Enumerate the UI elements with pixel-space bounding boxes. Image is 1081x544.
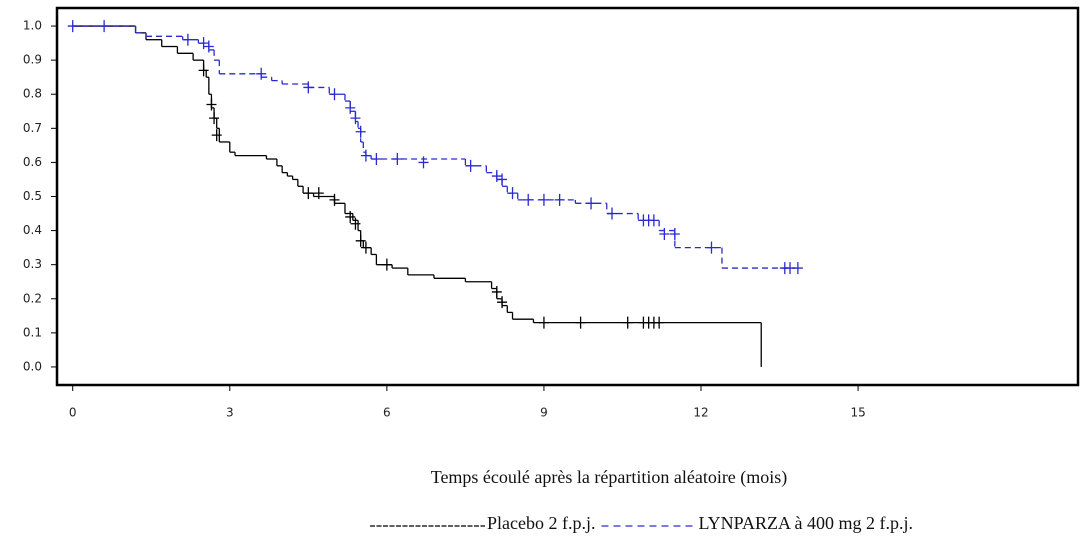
x-axis-label: Temps écoulé après la répartition aléato… — [431, 467, 788, 488]
censor-mark — [465, 159, 476, 172]
censor-mark — [381, 258, 392, 271]
censor-mark — [497, 173, 508, 186]
legend-label: LYNPARZA à 400 mg 2 f.p.j. — [698, 513, 913, 533]
y-tick-label: 0.7 — [23, 121, 42, 135]
censor-mark — [654, 316, 665, 329]
x-tick-label: 6 — [383, 406, 391, 420]
x-tick-label: 0 — [69, 406, 77, 420]
y-tick-label: 0.3 — [23, 257, 42, 271]
censor-mark — [350, 112, 361, 125]
censor-mark — [198, 64, 209, 77]
censor-mark — [345, 210, 356, 223]
censor-mark — [360, 241, 371, 254]
y-tick-label: 0.4 — [23, 223, 42, 237]
y-tick-label: 1.0 — [23, 19, 42, 33]
y-tick-label: 0.5 — [23, 189, 42, 203]
censor-mark — [203, 40, 214, 53]
censor-mark — [350, 217, 361, 230]
y-tick-label: 0.9 — [23, 53, 42, 67]
censor-mark — [99, 20, 110, 33]
censor-mark — [182, 33, 193, 46]
censor-mark — [211, 129, 222, 142]
censor-mark — [392, 153, 403, 166]
censor-mark — [648, 214, 659, 227]
plot-frame — [55, 6, 1080, 387]
x-tick-label: 12 — [693, 406, 708, 420]
censor-mark — [523, 193, 534, 206]
censor-mark — [67, 20, 78, 33]
censor-mark — [198, 37, 209, 50]
censor-mark — [360, 149, 371, 162]
censor-mark — [355, 125, 366, 138]
censor-mark — [706, 241, 717, 254]
x-tick-label: 9 — [540, 406, 548, 420]
x-tick-label: 15 — [850, 406, 865, 420]
censor-mark — [209, 112, 220, 125]
censor-mark — [607, 207, 618, 220]
censor-mark — [303, 81, 314, 94]
censor-mark — [792, 262, 803, 275]
censor-mark — [622, 316, 633, 329]
legend-label: Placebo 2 f.p.j. — [487, 513, 595, 533]
censor-mark — [554, 193, 565, 206]
censor-mark — [418, 156, 429, 169]
y-tick-label: 0.2 — [23, 291, 42, 305]
censor-mark — [538, 193, 549, 206]
y-tick-label: 0.1 — [23, 325, 42, 339]
censor-mark — [586, 197, 597, 210]
censor-mark — [669, 227, 680, 240]
censor-mark — [491, 170, 502, 183]
x-tick-label: 3 — [226, 406, 234, 420]
censor-mark — [507, 187, 518, 200]
y-tick-label: 0.0 — [23, 359, 42, 373]
y-tick-label: 0.6 — [23, 155, 42, 169]
censor-mark — [206, 98, 217, 111]
censor-mark — [345, 101, 356, 114]
censor-mark — [329, 193, 340, 206]
y-tick-label: 0.8 — [23, 87, 42, 101]
censor-mark — [355, 234, 366, 247]
censor-mark — [575, 316, 586, 329]
censor-mark — [303, 187, 314, 200]
censor-mark — [491, 285, 502, 298]
censor-mark — [256, 67, 267, 80]
censor-mark — [659, 227, 670, 240]
censor-mark — [371, 153, 382, 166]
censor-mark — [329, 88, 340, 101]
censor-mark — [313, 187, 324, 200]
censor-mark — [538, 316, 549, 329]
censor-mark — [497, 296, 508, 309]
